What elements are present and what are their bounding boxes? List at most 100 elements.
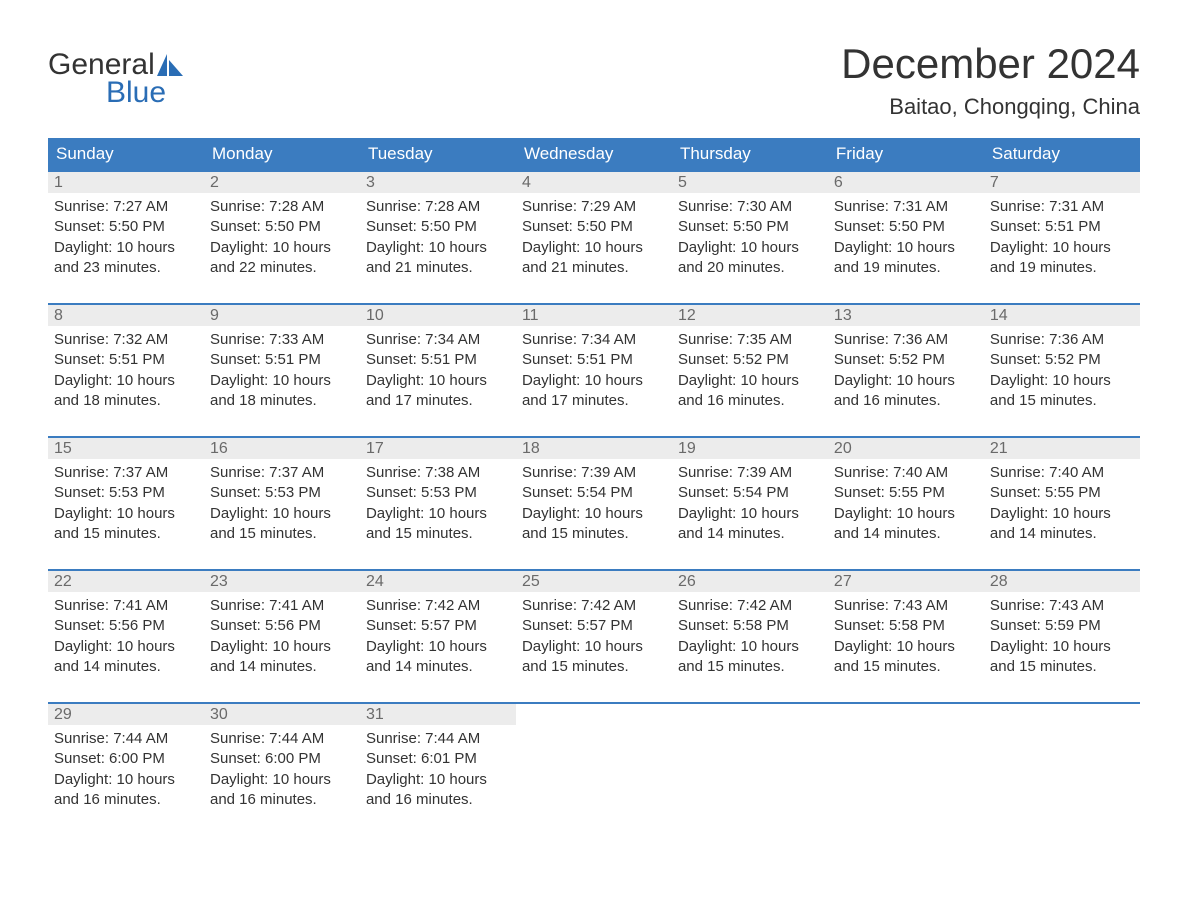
sunrise-text: Sunrise: 7:32 AM — [54, 330, 198, 350]
sunrise-text: Sunrise: 7:31 AM — [834, 197, 978, 217]
day-details: Sunrise: 7:33 AMSunset: 5:51 PMDaylight:… — [204, 326, 360, 415]
dow-wednesday: Wednesday — [516, 138, 672, 171]
daylight-text-2: and 15 minutes. — [990, 391, 1134, 411]
sunset-text: Sunset: 5:51 PM — [990, 217, 1134, 237]
day-details: Sunrise: 7:44 AMSunset: 6:01 PMDaylight:… — [360, 725, 516, 814]
sunrise-text: Sunrise: 7:44 AM — [366, 729, 510, 749]
sunset-text: Sunset: 5:54 PM — [522, 483, 666, 503]
day-details: Sunrise: 7:41 AMSunset: 5:56 PMDaylight:… — [204, 592, 360, 681]
daylight-text-2: and 15 minutes. — [522, 657, 666, 677]
daylight-text-2: and 14 minutes. — [678, 524, 822, 544]
daylight-text-1: Daylight: 10 hours — [834, 371, 978, 391]
day-detail-row: Sunrise: 7:27 AMSunset: 5:50 PMDaylight:… — [48, 193, 1140, 282]
sunset-text: Sunset: 5:57 PM — [522, 616, 666, 636]
daylight-text-1: Daylight: 10 hours — [990, 504, 1134, 524]
sunset-text: Sunset: 5:59 PM — [990, 616, 1134, 636]
sunset-text: Sunset: 5:50 PM — [366, 217, 510, 237]
empty-cell — [516, 703, 672, 725]
title-block: December 2024 Baitao, Chongqing, China — [841, 40, 1140, 120]
day-number: 1 — [48, 171, 204, 193]
day-number: 24 — [360, 570, 516, 592]
daylight-text-1: Daylight: 10 hours — [834, 238, 978, 258]
sunset-text: Sunset: 5:50 PM — [522, 217, 666, 237]
sunset-text: Sunset: 6:00 PM — [210, 749, 354, 769]
day-details: Sunrise: 7:28 AMSunset: 5:50 PMDaylight:… — [360, 193, 516, 282]
week-spacer — [48, 415, 1140, 437]
day-number: 17 — [360, 437, 516, 459]
day-number: 31 — [360, 703, 516, 725]
daylight-text-1: Daylight: 10 hours — [210, 504, 354, 524]
sunset-text: Sunset: 5:51 PM — [366, 350, 510, 370]
day-number: 15 — [48, 437, 204, 459]
sunset-text: Sunset: 5:57 PM — [366, 616, 510, 636]
dow-thursday: Thursday — [672, 138, 828, 171]
sunrise-text: Sunrise: 7:36 AM — [990, 330, 1134, 350]
daylight-text-2: and 15 minutes. — [678, 657, 822, 677]
sunset-text: Sunset: 5:56 PM — [54, 616, 198, 636]
sunset-text: Sunset: 6:01 PM — [366, 749, 510, 769]
spacer-cell — [48, 415, 1140, 437]
sunset-text: Sunset: 5:51 PM — [54, 350, 198, 370]
spacer-cell — [48, 548, 1140, 570]
spacer-cell — [48, 282, 1140, 304]
daylight-text-1: Daylight: 10 hours — [366, 504, 510, 524]
daylight-text-2: and 17 minutes. — [522, 391, 666, 411]
day-details: Sunrise: 7:28 AMSunset: 5:50 PMDaylight:… — [204, 193, 360, 282]
daylight-text-1: Daylight: 10 hours — [522, 371, 666, 391]
daylight-text-2: and 14 minutes. — [834, 524, 978, 544]
day-number: 7 — [984, 171, 1140, 193]
day-number: 20 — [828, 437, 984, 459]
day-details: Sunrise: 7:43 AMSunset: 5:59 PMDaylight:… — [984, 592, 1140, 681]
daylight-text-1: Daylight: 10 hours — [54, 637, 198, 657]
day-details: Sunrise: 7:39 AMSunset: 5:54 PMDaylight:… — [516, 459, 672, 548]
day-number: 18 — [516, 437, 672, 459]
daylight-text-2: and 17 minutes. — [366, 391, 510, 411]
daylight-text-1: Daylight: 10 hours — [210, 238, 354, 258]
sunrise-text: Sunrise: 7:41 AM — [54, 596, 198, 616]
day-number: 16 — [204, 437, 360, 459]
empty-cell — [672, 703, 828, 725]
header: General Blue December 2024 Baitao, Chong… — [48, 40, 1140, 120]
day-number: 30 — [204, 703, 360, 725]
daylight-text-1: Daylight: 10 hours — [366, 238, 510, 258]
daylight-text-1: Daylight: 10 hours — [366, 637, 510, 657]
day-number: 23 — [204, 570, 360, 592]
sunrise-text: Sunrise: 7:35 AM — [678, 330, 822, 350]
day-number-row: 1234567 — [48, 171, 1140, 193]
sunrise-text: Sunrise: 7:36 AM — [834, 330, 978, 350]
day-detail-row: Sunrise: 7:37 AMSunset: 5:53 PMDaylight:… — [48, 459, 1140, 548]
day-details: Sunrise: 7:42 AMSunset: 5:58 PMDaylight:… — [672, 592, 828, 681]
day-number: 21 — [984, 437, 1140, 459]
day-details: Sunrise: 7:32 AMSunset: 5:51 PMDaylight:… — [48, 326, 204, 415]
logo: General Blue — [48, 40, 185, 110]
day-number: 6 — [828, 171, 984, 193]
sunrise-text: Sunrise: 7:42 AM — [522, 596, 666, 616]
day-details: Sunrise: 7:34 AMSunset: 5:51 PMDaylight:… — [516, 326, 672, 415]
daylight-text-1: Daylight: 10 hours — [366, 770, 510, 790]
daylight-text-2: and 14 minutes. — [210, 657, 354, 677]
day-details: Sunrise: 7:44 AMSunset: 6:00 PMDaylight:… — [48, 725, 204, 814]
daylight-text-2: and 18 minutes. — [210, 391, 354, 411]
sunrise-text: Sunrise: 7:43 AM — [990, 596, 1134, 616]
day-details: Sunrise: 7:42 AMSunset: 5:57 PMDaylight:… — [360, 592, 516, 681]
sunset-text: Sunset: 5:51 PM — [522, 350, 666, 370]
sunset-text: Sunset: 5:52 PM — [678, 350, 822, 370]
sunrise-text: Sunrise: 7:44 AM — [210, 729, 354, 749]
sunset-text: Sunset: 5:52 PM — [990, 350, 1134, 370]
day-details: Sunrise: 7:42 AMSunset: 5:57 PMDaylight:… — [516, 592, 672, 681]
day-number: 14 — [984, 304, 1140, 326]
dow-saturday: Saturday — [984, 138, 1140, 171]
daylight-text-2: and 14 minutes. — [990, 524, 1134, 544]
daylight-text-2: and 15 minutes. — [834, 657, 978, 677]
sunset-text: Sunset: 5:52 PM — [834, 350, 978, 370]
day-number: 5 — [672, 171, 828, 193]
day-number-row: 891011121314 — [48, 304, 1140, 326]
sunrise-text: Sunrise: 7:37 AM — [54, 463, 198, 483]
daylight-text-2: and 16 minutes. — [678, 391, 822, 411]
spacer-cell — [48, 681, 1140, 703]
day-number-row: 15161718192021 — [48, 437, 1140, 459]
daylight-text-1: Daylight: 10 hours — [678, 637, 822, 657]
sunrise-text: Sunrise: 7:39 AM — [522, 463, 666, 483]
sunrise-text: Sunrise: 7:40 AM — [990, 463, 1134, 483]
daylight-text-1: Daylight: 10 hours — [522, 504, 666, 524]
